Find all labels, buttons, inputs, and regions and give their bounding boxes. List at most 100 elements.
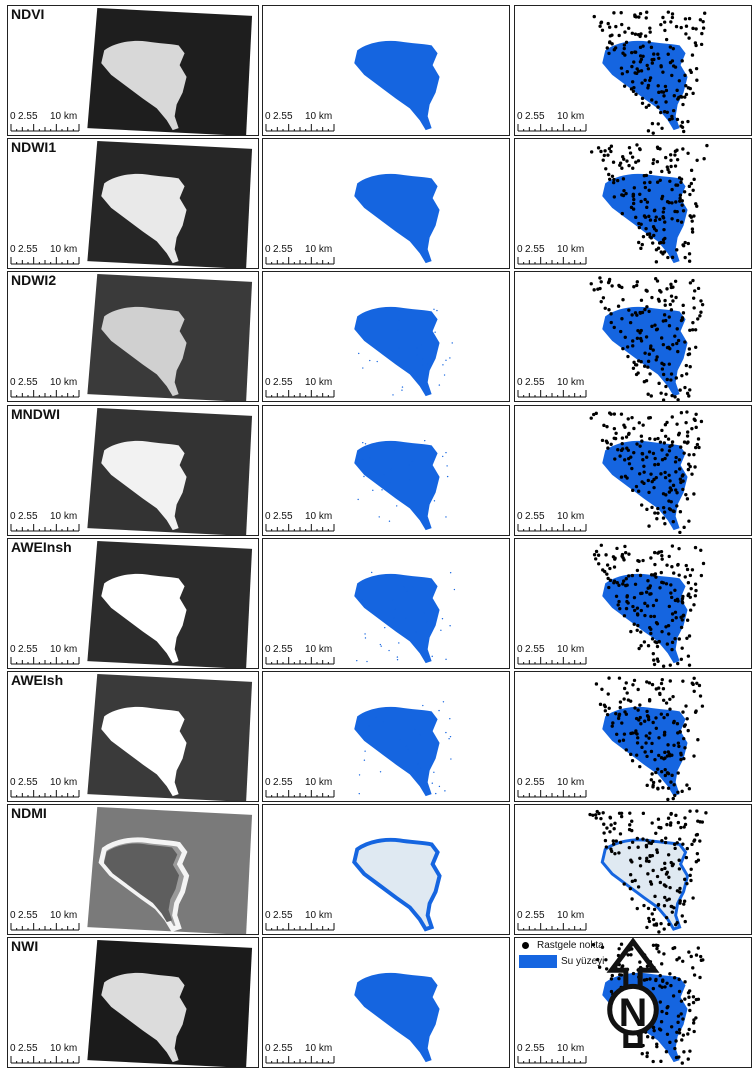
- index-label: MNDWI: [11, 406, 60, 422]
- random-point: [691, 278, 695, 283]
- random-point: [679, 1012, 683, 1016]
- random-point: [664, 836, 668, 840]
- random-point: [646, 365, 650, 369]
- random-point: [636, 371, 640, 375]
- random-point: [626, 953, 630, 957]
- random-point: [617, 947, 621, 951]
- random-point: [682, 899, 687, 903]
- random-point: [649, 556, 653, 560]
- scale-label: 10 km: [50, 1043, 78, 1054]
- random-point: [687, 184, 692, 189]
- random-point: [657, 550, 661, 554]
- random-point: [652, 614, 657, 619]
- scale-bar-ticks: [517, 124, 587, 132]
- water-speckle: [445, 359, 447, 361]
- random-point: [683, 980, 687, 984]
- random-point: [666, 52, 670, 56]
- random-point: [694, 953, 699, 957]
- scale-bar-ticks: [10, 524, 80, 532]
- scale-label: 0: [517, 777, 523, 788]
- random-point: [646, 359, 651, 363]
- random-point: [600, 945, 605, 949]
- random-point: [652, 209, 657, 213]
- random-point: [598, 276, 602, 280]
- random-point: [637, 225, 642, 230]
- random-point: [666, 167, 670, 172]
- random-point: [665, 642, 670, 646]
- scale-label: 2.5: [525, 1043, 539, 1054]
- random-point: [634, 753, 639, 757]
- random-point: [682, 825, 686, 829]
- random-point: [634, 160, 638, 164]
- random-point: [688, 388, 692, 392]
- sample-points-panel: 0 2.5 5 10 km: [514, 671, 752, 802]
- random-point: [642, 470, 646, 474]
- random-point: [683, 746, 687, 750]
- random-point: [691, 26, 695, 31]
- random-point: [662, 904, 667, 908]
- random-point: [634, 484, 639, 489]
- random-point: [659, 336, 664, 340]
- random-point: [670, 73, 674, 78]
- random-point: [625, 70, 629, 74]
- random-point: [620, 441, 624, 446]
- random-point: [668, 508, 673, 512]
- scale-bar: 0 2.5 5 10 km: [517, 910, 627, 932]
- random-point: [670, 201, 674, 205]
- random-point: [668, 60, 673, 65]
- random-point: [618, 161, 623, 165]
- scale-bar: 0 2.5 5 10 km: [517, 511, 627, 533]
- random-point: [680, 596, 685, 601]
- random-point: [662, 927, 666, 931]
- random-point: [642, 481, 646, 486]
- random-point: [648, 854, 652, 859]
- random-point: [669, 904, 673, 909]
- random-point: [640, 745, 644, 750]
- random-point: [646, 67, 651, 71]
- random-point: [666, 853, 671, 857]
- random-point: [596, 287, 600, 291]
- scale-label: 2.5: [18, 244, 32, 255]
- water-speckle: [431, 782, 433, 784]
- scale-label: 5: [287, 377, 293, 388]
- random-point: [599, 816, 603, 821]
- random-point: [680, 120, 685, 124]
- random-point: [661, 342, 666, 347]
- scale-bar-ticks: [265, 124, 335, 132]
- water-surface: [352, 837, 442, 932]
- random-point: [675, 327, 679, 331]
- water-speckle: [378, 516, 380, 518]
- random-point: [663, 840, 668, 845]
- random-point: [662, 883, 667, 887]
- legend-water-label: Su yüzeyi: [561, 956, 605, 967]
- random-point: [604, 845, 609, 849]
- random-point: [639, 246, 643, 251]
- water-speckle: [369, 457, 371, 459]
- scale-bar-ticks: [517, 1056, 587, 1064]
- random-point: [605, 826, 609, 830]
- random-point: [625, 599, 629, 604]
- water-speckle: [441, 618, 444, 620]
- random-point: [628, 886, 633, 891]
- random-point: [647, 524, 651, 528]
- scale-label: 5: [539, 244, 545, 255]
- random-point: [670, 255, 675, 260]
- random-point: [620, 317, 624, 321]
- random-point: [623, 30, 627, 34]
- random-point: [624, 606, 629, 611]
- random-point: [616, 716, 621, 721]
- random-point: [624, 577, 628, 581]
- random-point: [589, 416, 593, 420]
- random-point: [694, 412, 698, 416]
- random-point: [659, 1020, 664, 1024]
- random-point: [647, 416, 651, 420]
- random-point: [663, 768, 667, 772]
- water-speckle: [380, 645, 382, 647]
- random-point: [677, 1031, 682, 1035]
- random-point: [687, 462, 691, 466]
- random-point: [599, 300, 603, 304]
- random-point: [611, 842, 616, 846]
- random-point: [616, 178, 620, 183]
- random-point: [699, 299, 703, 303]
- water-mask-panel: 0 2.5 5 10 km: [262, 405, 510, 536]
